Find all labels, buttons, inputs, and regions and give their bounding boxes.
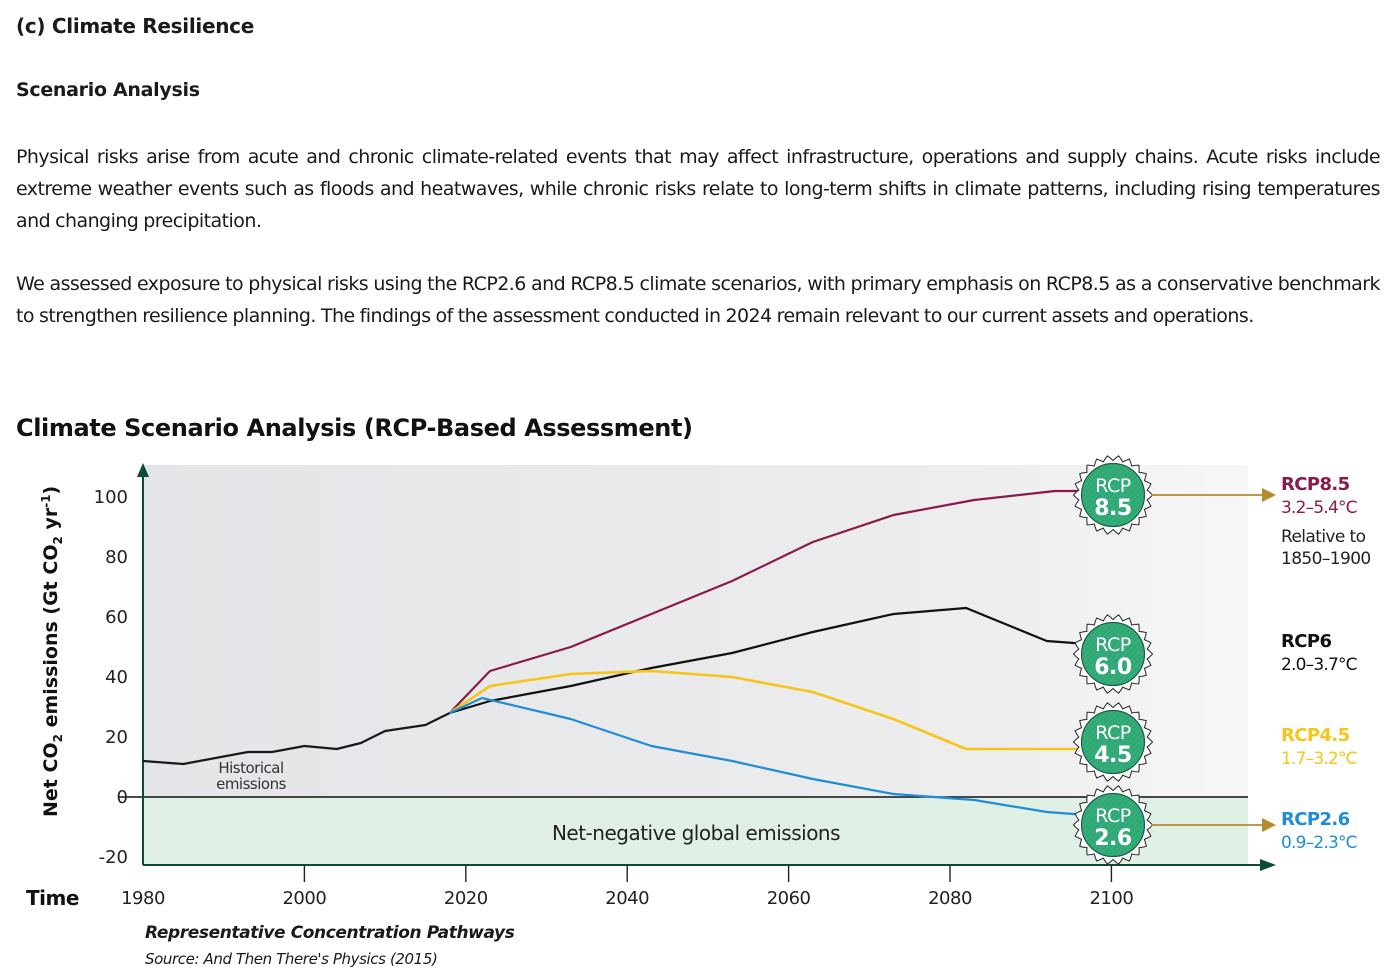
chart-title: Climate Scenario Analysis (RCP-Based Ass… — [16, 414, 693, 442]
scenario-label-rcp26: RCP2.6 — [1281, 809, 1350, 830]
badge-circle — [1080, 621, 1146, 687]
historical-emissions-label: Historical — [218, 759, 283, 777]
y-tick-label: 20 — [105, 727, 128, 748]
x-axis-label: Time — [26, 886, 79, 910]
y-axis-label-part: ) — [40, 486, 62, 495]
footnote-title: Representative Concentration Pathways — [145, 923, 515, 943]
paragraph-physical-risks: Physical risks arise from acute and chro… — [16, 146, 1381, 232]
series-line-historical — [142, 712, 451, 766]
series-line-rcp6 — [449, 606, 1088, 715]
y-axis-label-part: emissions (Gt CO — [40, 545, 62, 735]
x-tick-label: 2000 — [282, 888, 326, 909]
y-axis-label-part: Net CO — [40, 742, 62, 817]
rcp-badge-rcp6: RCP6.0 — [1072, 614, 1154, 694]
relative-note: Relative to — [1281, 527, 1366, 547]
badge-top-text: RCP — [1095, 722, 1131, 744]
y-axis-label: Net CO2 emissions (Gt CO2 yr-1) — [39, 486, 65, 817]
badge-bottom-text: 2.6 — [1094, 826, 1132, 851]
x-tick-label: 2080 — [928, 888, 972, 909]
footnote-source: Source: And Then There's Physics (2015) — [145, 950, 438, 968]
y-axis-label-part: 2 — [51, 734, 65, 742]
y-tick-label: 40 — [105, 667, 128, 688]
badge-bottom-text: 4.5 — [1094, 743, 1131, 768]
y-axis-label-part: -1 — [39, 494, 53, 507]
x-axis-arrow-icon — [1260, 859, 1276, 871]
rcp-emissions-chart: 100 80 60 40 20 0 -20 1980 2000 2020 2040 2060 2080 2… — [26, 455, 1371, 910]
net-negative-region — [143, 797, 1248, 865]
relative-note: 1850–1900 — [1281, 549, 1371, 569]
x-tick-label: 2020 — [444, 888, 488, 909]
x-tick-label: 2060 — [767, 888, 811, 909]
section-heading: (c) Climate Resilience — [16, 14, 254, 38]
scenario-range-rcp6: 2.0–3.7°C — [1281, 655, 1357, 675]
y-tick-label: 100 — [94, 487, 128, 508]
badge-circle — [1080, 462, 1146, 528]
scenario-label-rcp85: RCP8.5 — [1281, 474, 1350, 495]
y-tick-label: 60 — [105, 607, 128, 628]
x-tick-label: 1980 — [121, 888, 165, 909]
series-line-rcp26 — [449, 696, 1088, 817]
net-negative-label: Net-negative global emissions — [552, 821, 840, 845]
badge-circle — [1080, 709, 1146, 775]
scenario-label-rcp45: RCP4.5 — [1281, 725, 1350, 746]
badge-bottom-text: 8.5 — [1094, 496, 1131, 521]
badge-top-text: RCP — [1095, 475, 1131, 497]
scenario-label-rcp6: RCP6 — [1281, 631, 1331, 652]
y-axis-arrow-icon — [137, 463, 149, 477]
y-tick-label: 0 — [117, 787, 128, 808]
x-tick-label: 2040 — [605, 888, 649, 909]
rcp-badge-rcp85: RCP8.5 — [1072, 455, 1154, 535]
badge-top-text: RCP — [1095, 634, 1131, 656]
series-line-rcp45 — [448, 669, 1088, 751]
section-subheading: Scenario Analysis — [16, 79, 200, 101]
positive-emissions-region — [143, 465, 1248, 797]
rcp-badge-rcp26: RCP2.6 — [1072, 785, 1154, 865]
series-line-rcp85 — [448, 489, 1088, 714]
y-axis-label-part: 2 — [51, 536, 65, 544]
badge-circle — [1080, 792, 1146, 858]
rcp-badge-rcp45: RCP4.5 — [1072, 702, 1154, 782]
scenario-range-rcp45: 1.7–3.2°C — [1281, 749, 1357, 769]
historical-emissions-label: emissions — [216, 775, 286, 793]
arrow-right-icon — [1262, 488, 1276, 502]
y-tick-label: 80 — [105, 547, 128, 568]
badge-top-text: RCP — [1095, 805, 1131, 827]
y-tick-label: -20 — [99, 847, 128, 868]
y-axis-label-part: yr — [40, 507, 62, 536]
x-tick-label: 2100 — [1089, 888, 1133, 909]
arrow-right-icon — [1262, 818, 1276, 832]
scenario-range-rcp26: 0.9–2.3°C — [1281, 833, 1357, 853]
badge-bottom-text: 6.0 — [1094, 655, 1132, 680]
scenario-range-rcp85: 3.2–5.4°C — [1281, 498, 1357, 518]
paragraph-assessment: We assessed exposure to physical risks u… — [16, 273, 1381, 327]
